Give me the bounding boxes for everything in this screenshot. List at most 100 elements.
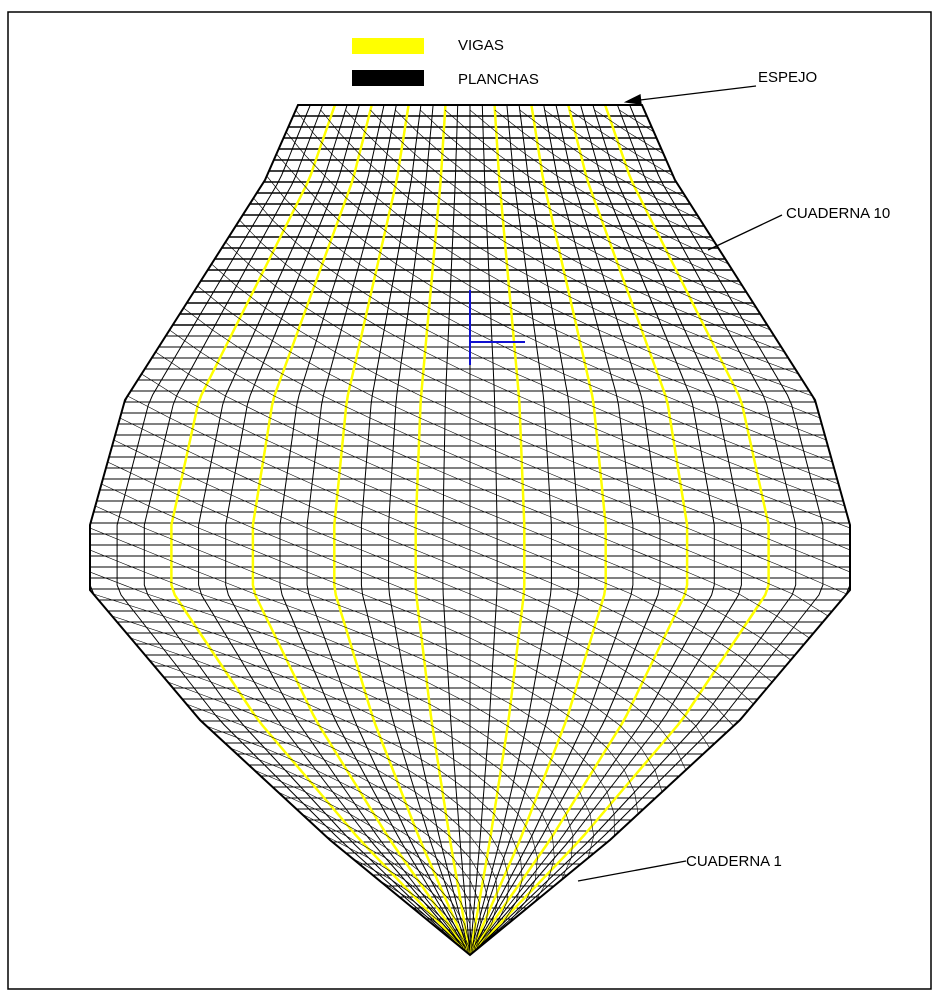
mesh-diagonal xyxy=(324,175,347,199)
mesh-diagonal xyxy=(469,681,511,705)
mesh-diagonal xyxy=(503,857,510,881)
mesh-diagonal xyxy=(775,439,833,463)
mesh-diagonal xyxy=(93,593,164,617)
mesh-diagonal xyxy=(547,285,593,309)
mesh-diagonal xyxy=(264,747,316,771)
mesh-diagonal xyxy=(593,197,635,221)
mesh-diagonal xyxy=(392,285,430,309)
mesh-diagonal xyxy=(703,285,757,309)
mesh-line xyxy=(469,105,498,955)
callouts xyxy=(577,85,783,882)
mesh-diagonal xyxy=(644,241,692,265)
mesh-diagonal xyxy=(733,483,792,507)
mesh-diagonal xyxy=(424,659,471,683)
mesh-diagonal xyxy=(395,109,418,133)
mesh-diagonal xyxy=(365,241,397,265)
mesh-diagonal xyxy=(414,791,447,815)
mesh-diagonal xyxy=(236,285,266,309)
mesh-diagonal xyxy=(418,461,471,485)
mesh-diagonal xyxy=(417,483,471,507)
mesh-diagonal xyxy=(469,923,472,947)
mesh-diagonal xyxy=(640,747,656,771)
mesh-diagonal xyxy=(419,857,445,881)
mesh-diagonal xyxy=(627,483,685,507)
mesh-diagonal xyxy=(338,219,366,243)
mesh-diagonal xyxy=(432,901,455,925)
mesh-diagonal xyxy=(589,813,595,837)
mesh-diagonal xyxy=(391,879,425,903)
mesh-diagonal xyxy=(420,395,471,419)
mesh-diagonal xyxy=(792,593,829,617)
mesh-diagonal xyxy=(575,483,631,507)
mesh-diagonal xyxy=(442,153,471,177)
beam-line xyxy=(468,105,607,955)
mesh-diagonal xyxy=(194,659,255,683)
mesh-diagonal xyxy=(469,945,475,955)
mesh-diagonal xyxy=(728,461,786,485)
mesh-diagonal xyxy=(497,153,529,177)
mesh-diagonal xyxy=(541,813,553,837)
mesh-diagonal xyxy=(432,725,471,749)
mesh-diagonal xyxy=(449,835,471,859)
mesh-diagonal xyxy=(469,351,518,375)
mesh-diagonal xyxy=(573,461,629,485)
mesh-diagonal xyxy=(464,923,471,947)
mesh-diagonal xyxy=(469,857,484,881)
mesh-diagonal xyxy=(324,637,379,661)
mesh-diagonal xyxy=(687,549,742,573)
mesh-diagonal xyxy=(387,835,420,859)
mesh-diagonal xyxy=(376,373,422,397)
mesh-diagonal xyxy=(469,461,523,485)
mesh-diagonal xyxy=(348,703,395,727)
mesh-diagonal xyxy=(159,461,207,485)
mesh-diagonal xyxy=(255,505,308,529)
mesh-diagonal xyxy=(520,439,574,463)
mesh-diagonal xyxy=(361,527,416,551)
mesh-diagonal xyxy=(518,395,571,419)
mesh-diagonal xyxy=(657,725,676,749)
mesh-diagonal xyxy=(274,395,321,419)
mesh-diagonal xyxy=(502,901,517,925)
mesh-diagonal xyxy=(297,681,349,705)
mesh-diagonal xyxy=(531,197,569,221)
mesh-diagonal xyxy=(490,835,504,859)
mesh-diagonal xyxy=(531,769,553,793)
mesh-diagonal xyxy=(623,769,635,793)
mesh-diagonal xyxy=(572,747,594,771)
mesh-diagonal xyxy=(741,527,796,551)
mesh-diagonal xyxy=(338,131,360,155)
mesh-diagonal xyxy=(679,241,729,265)
mesh-diagonal xyxy=(445,813,471,837)
mesh-diagonal xyxy=(469,175,502,199)
mesh-diagonal xyxy=(604,351,658,375)
mesh-diagonal xyxy=(524,791,543,815)
mesh-diagonal xyxy=(598,329,650,353)
mesh-diagonal xyxy=(295,109,313,133)
mesh-diagonal xyxy=(538,747,563,771)
mesh-diagonal xyxy=(286,659,341,683)
mesh-diagonal xyxy=(367,615,422,639)
mesh-diagonal xyxy=(254,593,317,617)
mesh-diagonal xyxy=(657,373,715,397)
mesh-diagonal xyxy=(571,439,626,463)
mesh-diagonal xyxy=(521,461,576,485)
mesh-diagonal xyxy=(497,791,519,815)
mesh-diagonal xyxy=(285,131,305,155)
mesh-diagonal xyxy=(469,307,514,331)
mesh-diagonal xyxy=(769,417,827,441)
mesh-diagonal xyxy=(469,659,514,683)
mesh-diagonal xyxy=(275,637,333,661)
mesh-diagonal xyxy=(567,395,621,419)
mesh-diagonal xyxy=(469,505,525,529)
mesh-diagonal xyxy=(738,593,778,617)
legend-label: VIGAS xyxy=(458,37,504,54)
mesh-diagonal xyxy=(760,637,791,661)
mesh-diagonal xyxy=(599,681,633,705)
mesh-diagonal xyxy=(429,703,471,727)
mesh-diagonal xyxy=(415,527,471,551)
mesh-diagonal xyxy=(587,835,595,859)
mesh-diagonal xyxy=(469,219,506,243)
mesh-diagonal xyxy=(561,857,572,881)
mesh-diagonal xyxy=(356,725,402,749)
mesh-diagonal xyxy=(149,659,212,683)
